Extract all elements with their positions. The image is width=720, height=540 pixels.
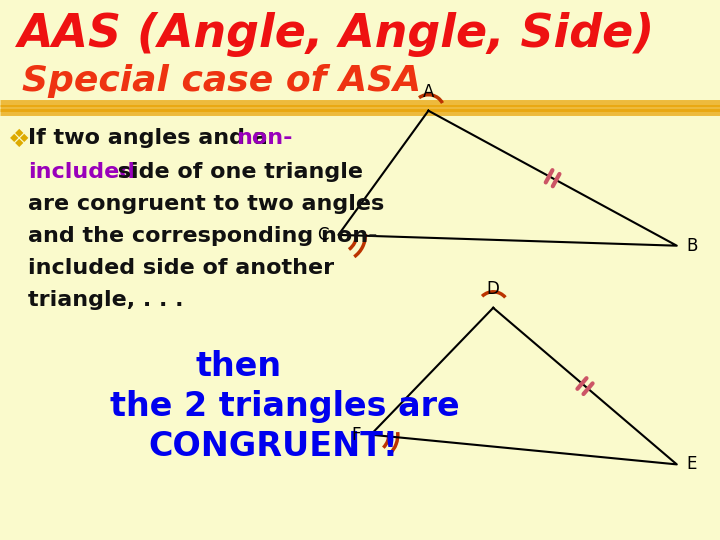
Text: CONGRUENT!: CONGRUENT! (148, 430, 398, 463)
Text: the 2 triangles are: the 2 triangles are (110, 390, 459, 423)
Text: A: A (423, 83, 434, 100)
Text: C: C (317, 226, 328, 244)
Text: included side of another: included side of another (28, 258, 334, 278)
Text: AAS (Angle, Angle, Side): AAS (Angle, Angle, Side) (18, 12, 655, 57)
Text: B: B (687, 237, 698, 255)
Text: triangle, . . .: triangle, . . . (28, 290, 184, 310)
Text: are congruent to two angles: are congruent to two angles (28, 194, 384, 214)
Text: then: then (195, 350, 281, 383)
Text: E: E (687, 455, 697, 474)
Text: and the corresponding non-: and the corresponding non- (28, 226, 377, 246)
Text: D: D (487, 280, 500, 298)
Text: If two angles and a: If two angles and a (28, 128, 276, 148)
Text: non-: non- (236, 128, 292, 148)
Text: F: F (351, 426, 361, 444)
Text: ❖: ❖ (8, 128, 30, 152)
Text: side of one triangle: side of one triangle (110, 162, 363, 182)
Text: Special case of ASA: Special case of ASA (22, 64, 421, 98)
Text: included: included (28, 162, 135, 182)
